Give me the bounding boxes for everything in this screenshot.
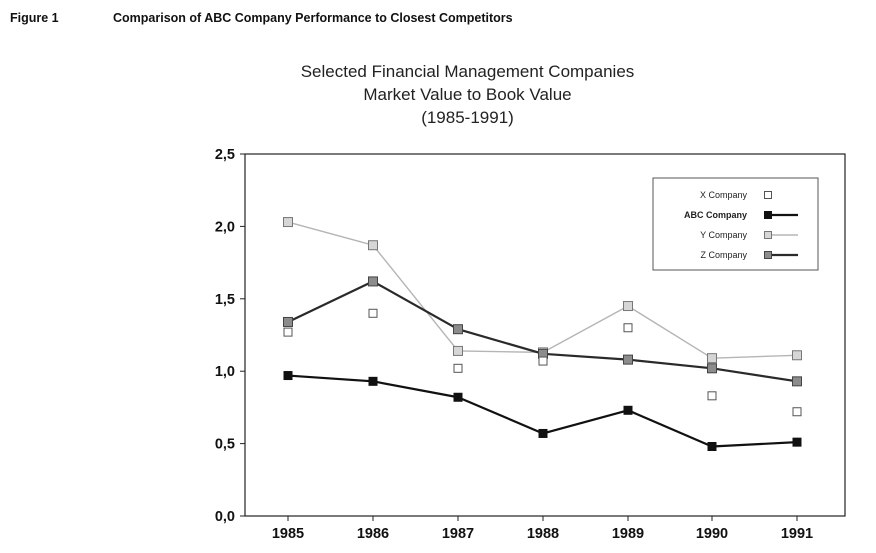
x-company-point [792,407,802,417]
legend-marker-abc-company [764,211,772,219]
y-tick-label: 1,0 [215,364,235,380]
abc-company-point [283,371,293,381]
legend-label-abc-company: ABC Company [684,210,747,220]
plot-frame [244,153,846,517]
plot-area-border [244,153,846,517]
y-axis-ticks: 0,0 0,5 1,0 1,5 2,0 2,5 [215,147,245,525]
y-tick-label: 2,5 [215,147,235,163]
legend-marker-x-company [764,191,772,199]
z-company-point [707,363,717,374]
abc-company-point [368,376,378,386]
x-tick-label: 1986 [357,526,389,542]
figure-label: Figure 1 [10,11,59,25]
abc-company-point [623,405,633,415]
legend-marker-z-company [764,251,772,259]
y-company-point [453,345,463,356]
legend-marker-y-company [764,231,772,239]
x-tick-label: 1988 [527,526,559,542]
y-company-point [792,350,802,361]
x-tick-label: 1990 [696,526,728,542]
y-company-point [707,353,717,364]
z-company-point [283,316,293,327]
x-company-point [623,323,633,333]
x-tick-label: 1985 [272,526,304,542]
y-company-point [623,301,633,312]
legend-label-x-company: X Company [700,190,748,200]
figure-caption: Comparison of ABC Company Performance to… [113,11,513,25]
chart-title-block: Selected Financial Management Companies … [270,60,665,129]
abc-company-point [707,441,717,451]
z-company-point [792,376,802,387]
y-company-point [368,240,378,251]
y-tick-label: 1,5 [215,292,235,308]
x-tick-label: 1989 [612,526,644,542]
y-tick-label: 0,5 [215,437,235,453]
x-tick-label: 1987 [442,526,474,542]
z-company-line [287,280,798,383]
abc-company-point [453,392,463,402]
chart-legend: X Company ABC Company Y Company Z Company [652,177,819,271]
abc-company-point [792,437,802,447]
z-company-point [368,276,378,287]
chart-subtitle: Market Value to Book Value [363,85,572,104]
y-tick-label: 2,0 [215,219,235,235]
abc-company-point [538,428,548,438]
x-axis-ticks: 1985 1986 1987 1988 1989 1990 1991 [272,516,813,542]
x-company-point [538,356,548,366]
y-company-point [283,217,293,228]
x-company-point [707,391,717,401]
x-company-point [368,308,378,318]
z-company-point [623,354,633,365]
series-layer [283,217,802,451]
z-company-point [453,324,463,335]
y-tick-label: 0,0 [215,509,235,525]
x-tick-label: 1991 [781,526,813,542]
x-company-point [453,363,463,373]
chart-title: Selected Financial Management Companies [300,62,635,81]
legend-label-z-company: Z Company [700,250,747,260]
x-company-point [283,327,293,337]
legend-label-y-company: Y Company [700,230,747,240]
chart-period: (1985-1991) [421,108,514,127]
